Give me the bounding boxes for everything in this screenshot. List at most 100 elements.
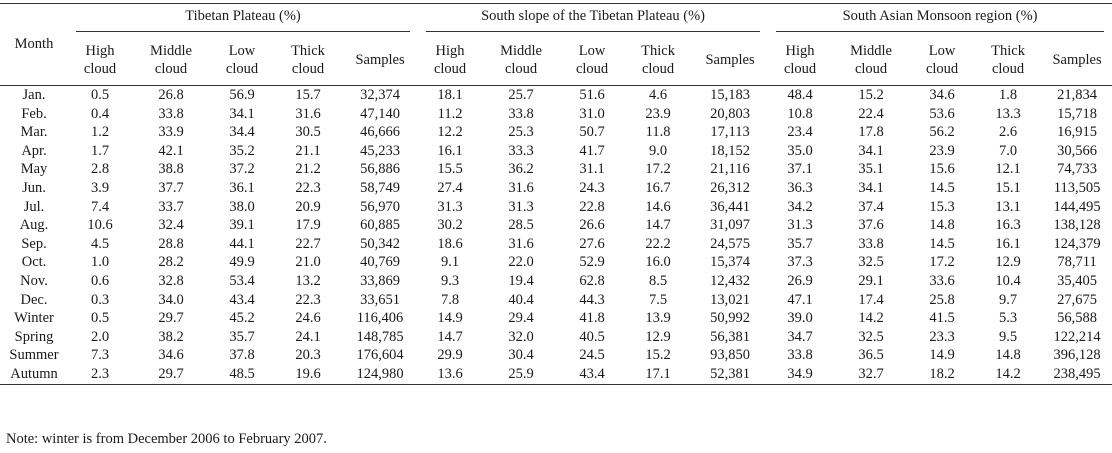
value-cell: 0.5 <box>90 310 110 327</box>
value-cell: 27.6 <box>579 235 605 252</box>
value-cell: 33.6 <box>929 272 955 289</box>
value-cell: 116,406 <box>356 310 404 327</box>
value-cell: 14.8 <box>995 347 1021 364</box>
month-cell: Mar. <box>20 124 48 141</box>
value-cell: 27,675 <box>1057 291 1097 308</box>
table-row: May 2.8 38.8 37.2 21.2 56,886 15.5 36.2 31.1 17.2… <box>0 160 1112 179</box>
value-cell: 43.4 <box>229 291 255 308</box>
table-row: Dec. 0.3 34.0 43.4 22.3 33,651 7.8 40.4 44.3 7.5 1… <box>0 291 1112 310</box>
value-cell: 13.1 <box>995 198 1021 215</box>
value-cell: 33.8 <box>858 235 884 252</box>
value-cell: 24,575 <box>710 235 750 252</box>
value-cell: 17.2 <box>645 161 671 178</box>
column-header-high-cloud: High cloud <box>83 42 117 77</box>
month-cell: Sep. <box>21 235 47 252</box>
table-row: Summer 7.3 34.6 37.8 20.3 176,604 29.9 30.4 24.5… <box>0 346 1112 365</box>
month-cell: Autumn <box>10 365 58 382</box>
value-cell: 22.4 <box>858 105 884 122</box>
value-cell: 17.9 <box>295 217 321 234</box>
value-cell: 10.8 <box>787 105 813 122</box>
value-cell: 15.3 <box>929 198 955 215</box>
value-cell: 31.3 <box>508 198 534 215</box>
value-cell: 43.4 <box>579 365 605 382</box>
month-cell: Nov. <box>20 272 48 289</box>
value-cell: 36.2 <box>508 161 534 178</box>
value-cell: 35.7 <box>229 328 255 345</box>
value-cell: 15.6 <box>929 161 955 178</box>
value-cell: 12.1 <box>995 161 1021 178</box>
value-cell: 28.2 <box>158 254 184 271</box>
value-cell: 52.9 <box>579 254 605 271</box>
value-cell: 29.7 <box>158 365 184 382</box>
column-header-thick-cloud: Thick cloud <box>641 42 675 77</box>
value-cell: 23.3 <box>929 328 955 345</box>
value-cell: 40.5 <box>579 328 605 345</box>
value-cell: 1.8 <box>998 87 1018 103</box>
value-cell: 33,651 <box>360 291 400 308</box>
value-cell: 56,970 <box>360 198 400 215</box>
month-cell: Winter <box>14 310 54 327</box>
value-cell: 4.5 <box>90 235 110 252</box>
value-cell: 2.0 <box>90 328 110 345</box>
value-cell: 19.6 <box>295 365 321 382</box>
value-cell: 29.1 <box>858 272 884 289</box>
value-cell: 17.2 <box>929 254 955 271</box>
value-cell: 32.4 <box>158 217 184 234</box>
value-cell: 44.3 <box>579 291 605 308</box>
value-cell: 5.3 <box>998 310 1018 327</box>
value-cell: 37.6 <box>858 217 884 234</box>
value-cell: 41.7 <box>579 142 605 159</box>
value-cell: 30.2 <box>437 217 463 234</box>
table-row: Apr. 1.7 42.1 35.2 21.1 45,233 16.1 33.3 41.7 9.0… <box>0 142 1112 161</box>
value-cell: 93,850 <box>710 347 750 364</box>
value-cell: 17.4 <box>858 291 884 308</box>
value-cell: 38.8 <box>158 161 184 178</box>
value-cell: 113,505 <box>1053 179 1101 196</box>
value-cell: 44.1 <box>229 235 255 252</box>
value-cell: 22.8 <box>579 198 605 215</box>
value-cell: 38.2 <box>158 328 184 345</box>
value-cell: 16.7 <box>645 179 671 196</box>
value-cell: 15.2 <box>645 347 671 364</box>
table-row: Mar. 1.2 33.9 34.4 30.5 46,666 12.2 25.3 50.7 11.… <box>0 123 1112 142</box>
value-cell: 15,183 <box>710 87 750 103</box>
value-cell: 26.6 <box>579 217 605 234</box>
value-cell: 51.6 <box>579 87 605 103</box>
value-cell: 32.5 <box>858 254 884 271</box>
value-cell: 24.1 <box>295 328 321 345</box>
month-cell: Spring <box>14 328 54 345</box>
value-cell: 18.6 <box>437 235 463 252</box>
value-cell: 60,885 <box>360 217 400 234</box>
value-cell: 17,113 <box>710 124 750 141</box>
table-row: Oct. 1.0 28.2 49.9 21.0 40,769 9.1 22.0 52.9 16.0… <box>0 253 1112 272</box>
value-cell: 35.0 <box>787 142 813 159</box>
value-cell: 36.3 <box>787 179 813 196</box>
value-cell: 24.6 <box>295 310 321 327</box>
table-row: Jan. 0.5 26.8 56.9 15.7 32,374 18.1 25.7 51.6 4.6… <box>0 86 1112 105</box>
value-cell: 124,980 <box>356 365 404 382</box>
value-cell: 32.0 <box>508 328 534 345</box>
value-cell: 35.1 <box>858 161 884 178</box>
value-cell: 2.8 <box>90 161 110 178</box>
column-header-high-cloud: High cloud <box>783 42 817 77</box>
value-cell: 29.4 <box>508 310 534 327</box>
value-cell: 14.7 <box>645 217 671 234</box>
value-cell: 74,733 <box>1057 161 1097 178</box>
value-cell: 30,566 <box>1057 142 1097 159</box>
value-cell: 13.3 <box>995 105 1021 122</box>
value-cell: 32.8 <box>158 272 184 289</box>
value-cell: 12.2 <box>437 124 463 141</box>
value-cell: 10.4 <box>995 272 1021 289</box>
column-header-samples: Samples <box>355 51 405 68</box>
table-row: Autumn 2.3 29.7 48.5 19.6 124,980 13.6 25.9 43.4… <box>0 365 1112 384</box>
group-header-south-slope: South slope of the Tibetan Plateau (%) <box>418 4 768 35</box>
value-cell: 33,869 <box>360 272 400 289</box>
value-cell: 13.6 <box>437 365 463 382</box>
value-cell: 25.9 <box>508 365 534 382</box>
table-row: Nov. 0.6 32.8 53.4 13.2 33,869 9.3 19.4 62.8 8.5 1… <box>0 272 1112 291</box>
value-cell: 15.1 <box>995 179 1021 196</box>
value-cell: 18,152 <box>710 142 750 159</box>
value-cell: 11.8 <box>645 124 671 141</box>
value-cell: 50,342 <box>360 235 400 252</box>
